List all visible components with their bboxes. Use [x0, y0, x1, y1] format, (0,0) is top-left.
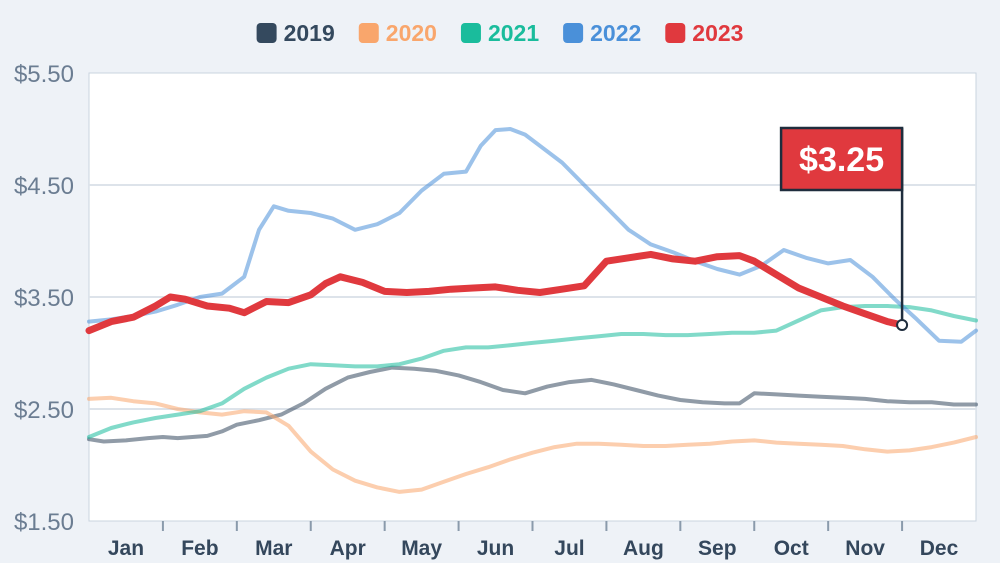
- y-tick-label: $3.50: [14, 285, 74, 312]
- legend-item-2019: 2019: [256, 20, 335, 46]
- x-tick-label-mar: Mar: [255, 537, 292, 560]
- callout-box: [779, 126, 904, 192]
- x-tick-label-jul: Jul: [554, 537, 584, 560]
- x-tick-label-jan: Jan: [108, 537, 144, 560]
- x-tick-label-aug: Aug: [623, 537, 664, 560]
- y-axis: $1.50 $2.50 $3.50 $4.50 $5.50: [14, 61, 74, 536]
- legend-item-2023: 2023: [665, 20, 743, 46]
- x-tick-label-apr: Apr: [330, 537, 366, 560]
- legend-label: 2023: [692, 20, 743, 46]
- y-tick-label: $1.50: [14, 509, 74, 536]
- x-tick-label-nov: Nov: [845, 537, 885, 560]
- x-axis: Jan Feb Mar Apr May Jun Jul Aug Sep Oct Nov Dec: [108, 521, 959, 560]
- series-group: [85, 127, 978, 494]
- x-tick-label-dec: Dec: [920, 537, 959, 560]
- series-line-2019: [87, 365, 978, 444]
- y-tick-label: $2.50: [14, 397, 74, 424]
- legend-item-2021: 2021: [460, 20, 539, 46]
- series-line-2023: [85, 250, 906, 335]
- legend-swatch: [665, 23, 686, 43]
- x-tick-label-jun: Jun: [477, 537, 514, 560]
- x-tick-label-feb: Feb: [181, 537, 218, 560]
- y-tick-label: $4.50: [14, 173, 74, 200]
- legend-swatch: [358, 23, 379, 43]
- legend-label: 2019: [284, 20, 335, 46]
- y-tick-label: $5.50: [14, 61, 74, 88]
- legend-swatch: [563, 23, 584, 43]
- x-tick-label-sep: Sep: [698, 537, 737, 560]
- legend-label: 2022: [590, 20, 641, 46]
- legend-label: 2021: [488, 20, 539, 46]
- legend-swatch: [256, 23, 277, 43]
- x-tick-label-oct: Oct: [774, 537, 809, 560]
- legend-item-2022: 2022: [563, 20, 641, 46]
- series-line-2021: [87, 304, 978, 439]
- legend-swatch: [460, 23, 481, 43]
- series-line-2022: [87, 127, 978, 344]
- legend-label: 2020: [386, 20, 437, 46]
- callout-marker: [896, 319, 909, 331]
- legend: 2019 2020 2021 2022 2023: [256, 20, 743, 46]
- series-line-2020: [87, 395, 978, 494]
- price-callout: $3.25: [779, 126, 909, 331]
- legend-item-2020: 2020: [358, 20, 437, 46]
- callout-value: $3.25: [799, 141, 884, 179]
- x-tick-label-may: May: [401, 537, 442, 560]
